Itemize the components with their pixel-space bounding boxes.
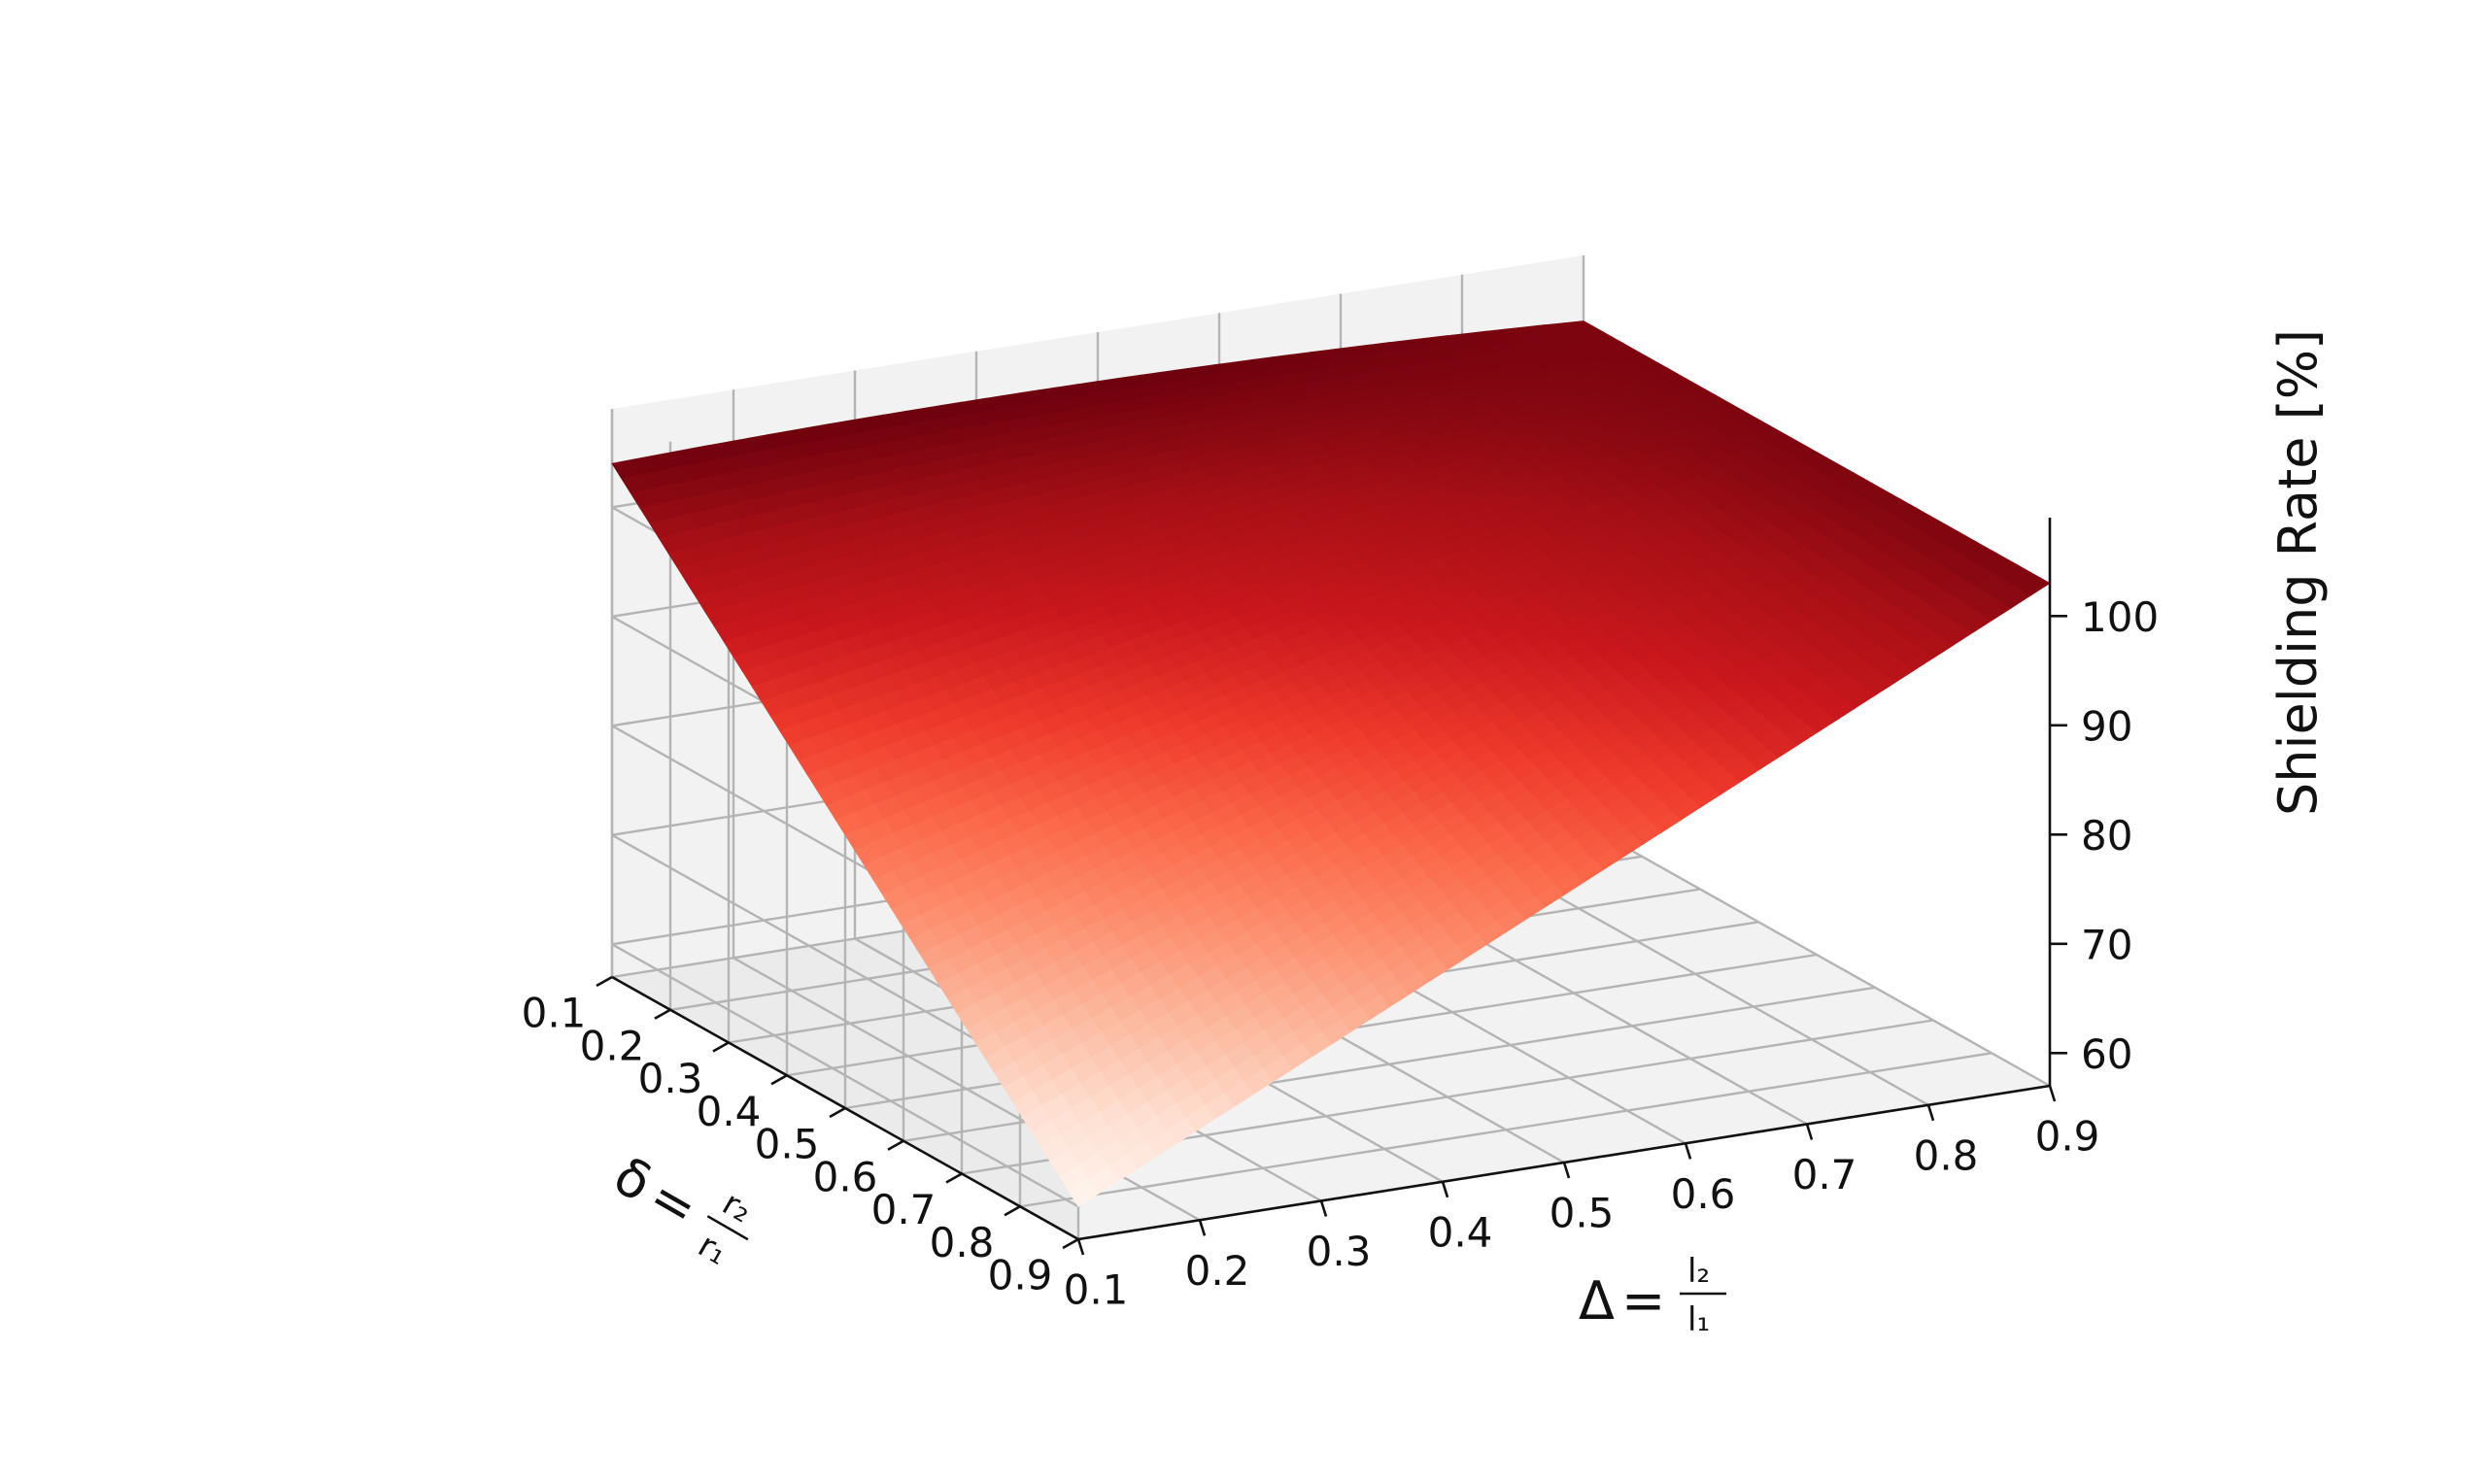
y-tick-label: 0.6: [813, 1153, 878, 1200]
y-axis-label: δ = r₂ r₁: [604, 1145, 759, 1273]
grid-line: [611, 943, 1079, 1208]
y-tick-mark: [712, 1041, 730, 1053]
y-tick-label: 0.9: [988, 1252, 1053, 1299]
data-surface: [611, 320, 2051, 1207]
z-tick-label: 70: [2081, 921, 2132, 968]
axes: 0.1 0.2 0.3 0.4 0.5 0.6 0.7 0.8 0.90.10.20.30.40…: [522, 518, 2159, 1314]
x-axis-label: Δ = l₂ l₁: [1579, 1252, 1726, 1339]
x-tick-label: 0.8: [1914, 1131, 1979, 1179]
y-axis-denominator: r₁: [692, 1226, 734, 1272]
x-tick-label: 0.7: [1792, 1151, 1857, 1198]
surface-patch: [1068, 1178, 1099, 1207]
z-axis-label: Shielding Rate [%]: [2267, 329, 2329, 816]
y-tick-mark: [770, 1074, 788, 1086]
svg-text:=: =: [1621, 1270, 1665, 1332]
x-tick-label: 0.4: [1428, 1208, 1493, 1256]
x-tick-label: 0.1: [1064, 1266, 1129, 1314]
x-tick-mark: [1684, 1142, 1692, 1160]
y-tick-mark: [887, 1139, 904, 1151]
x-tick-label: 0.6: [1671, 1170, 1736, 1218]
x-tick-mark: [1319, 1200, 1328, 1217]
x-tick-mark: [1441, 1181, 1449, 1198]
y-tick-label: 0.5: [755, 1121, 820, 1168]
y-tick-label: 0.2: [580, 1022, 645, 1069]
y-tick-mark: [596, 975, 613, 988]
x-tick-label: 0.2: [1185, 1247, 1250, 1295]
z-tick-label: 100: [2081, 593, 2159, 641]
x-tick-mark: [1805, 1124, 1814, 1140]
y-tick-label: 0.1: [522, 990, 587, 1037]
x-tick-mark: [1076, 1238, 1085, 1256]
y-tick-label: 0.4: [697, 1088, 762, 1135]
x-tick-mark: [1926, 1104, 1935, 1122]
z-tick-label: 80: [2081, 812, 2132, 860]
grid-line: [1019, 1052, 1993, 1208]
y-tick-label: 0.3: [638, 1055, 703, 1102]
y-tick-label: 0.8: [930, 1219, 995, 1266]
x-tick-label: 0.9: [2035, 1113, 2100, 1161]
y-tick-mark: [1062, 1237, 1079, 1250]
x-tick-mark: [1198, 1219, 1207, 1236]
x-tick-mark: [2048, 1085, 2057, 1102]
x-axis-numerator: l₂: [1687, 1252, 1710, 1291]
y-tick-mark: [829, 1106, 846, 1119]
x-tick-label: 0.3: [1307, 1228, 1372, 1275]
x-axis-denominator: l₁: [1687, 1300, 1710, 1339]
y-tick-label: 0.7: [871, 1186, 937, 1233]
x-tick-label: 0.5: [1550, 1190, 1615, 1237]
x-axis-symbol: Δ: [1579, 1270, 1615, 1332]
y-tick-mark: [1004, 1205, 1021, 1217]
y-tick-mark: [945, 1172, 963, 1184]
x-tick-mark: [1562, 1162, 1571, 1179]
z-tick-label: 60: [2081, 1030, 2132, 1078]
z-tick-label: 90: [2081, 702, 2132, 750]
y-tick-mark: [654, 1008, 671, 1020]
